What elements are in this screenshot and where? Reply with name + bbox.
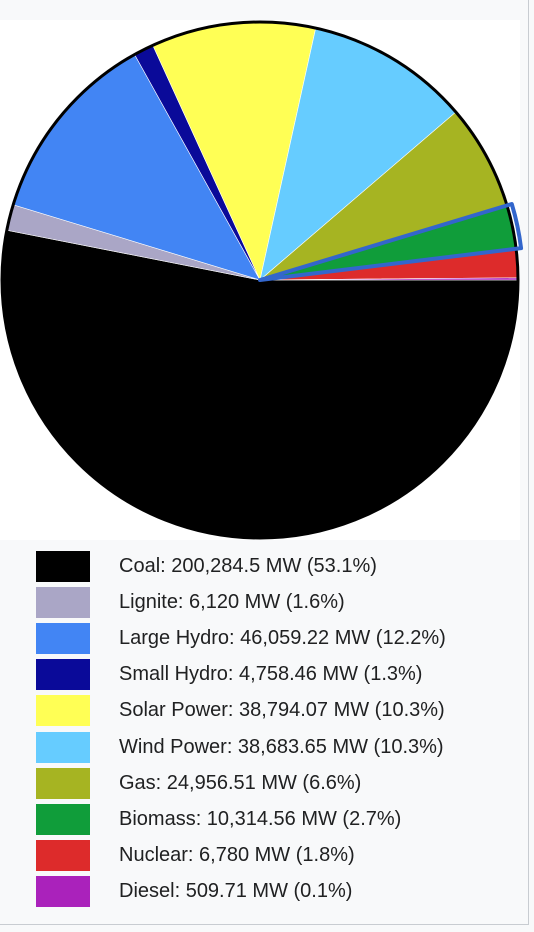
legend-label: Coal: 200,284.5 MW (53.1%) [119, 554, 377, 577]
legend-item-diesel[interactable]: Diesel: 509.71 MW (0.1%) [36, 874, 516, 910]
legend-label: Lignite: 6,120 MW (1.6%) [119, 590, 345, 613]
legend-item-nuclear[interactable]: Nuclear: 6,780 MW (1.8%) [36, 838, 516, 874]
legend-label: Large Hydro: 46,059.22 MW (12.2%) [119, 626, 446, 649]
legend-swatch [36, 622, 90, 654]
legend-item-lignite[interactable]: Lignite: 6,120 MW (1.6%) [36, 584, 516, 620]
legend-swatch [36, 586, 90, 618]
pie-outline [0, 20, 520, 540]
legend-item-biomass[interactable]: Biomass: 10,314.56 MW (2.7%) [36, 801, 516, 837]
legend-label: Small Hydro: 4,758.46 MW (1.3%) [119, 663, 423, 686]
legend-label: Wind Power: 38,683.65 MW (10.3%) [119, 735, 444, 758]
legend-swatch [36, 731, 90, 763]
legend-label: Biomass: 10,314.56 MW (2.7%) [119, 807, 402, 830]
legend-swatch [36, 659, 90, 691]
legend-item-solar-power[interactable]: Solar Power: 38,794.07 MW (10.3%) [36, 693, 516, 729]
legend-swatch [36, 876, 90, 908]
legend-label: Solar Power: 38,794.07 MW (10.3%) [119, 699, 445, 722]
legend-swatch [36, 695, 90, 727]
legend-label: Nuclear: 6,780 MW (1.8%) [119, 844, 355, 867]
legend-item-gas[interactable]: Gas: 24,956.51 MW (6.6%) [36, 765, 516, 801]
legend-label: Gas: 24,956.51 MW (6.6%) [119, 771, 362, 794]
legend-swatch [36, 803, 90, 835]
pie-chart [0, 20, 524, 540]
legend-swatch [36, 840, 90, 872]
legend-item-small-hydro[interactable]: Small Hydro: 4,758.46 MW (1.3%) [36, 657, 516, 693]
legend-label: Diesel: 509.71 MW (0.1%) [119, 880, 353, 903]
legend-item-wind-power[interactable]: Wind Power: 38,683.65 MW (10.3%) [36, 729, 516, 765]
legend-item-coal[interactable]: Coal: 200,284.5 MW (53.1%) [36, 548, 516, 584]
legend-swatch [36, 550, 90, 582]
pie-slice-highlight [258, 201, 524, 282]
legend-item-large-hydro[interactable]: Large Hydro: 46,059.22 MW (12.2%) [36, 620, 516, 656]
legend: Coal: 200,284.5 MW (53.1%) Lignite: 6,120… [36, 548, 516, 910]
pie-chart-panel [0, 20, 524, 540]
legend-swatch [36, 767, 90, 799]
